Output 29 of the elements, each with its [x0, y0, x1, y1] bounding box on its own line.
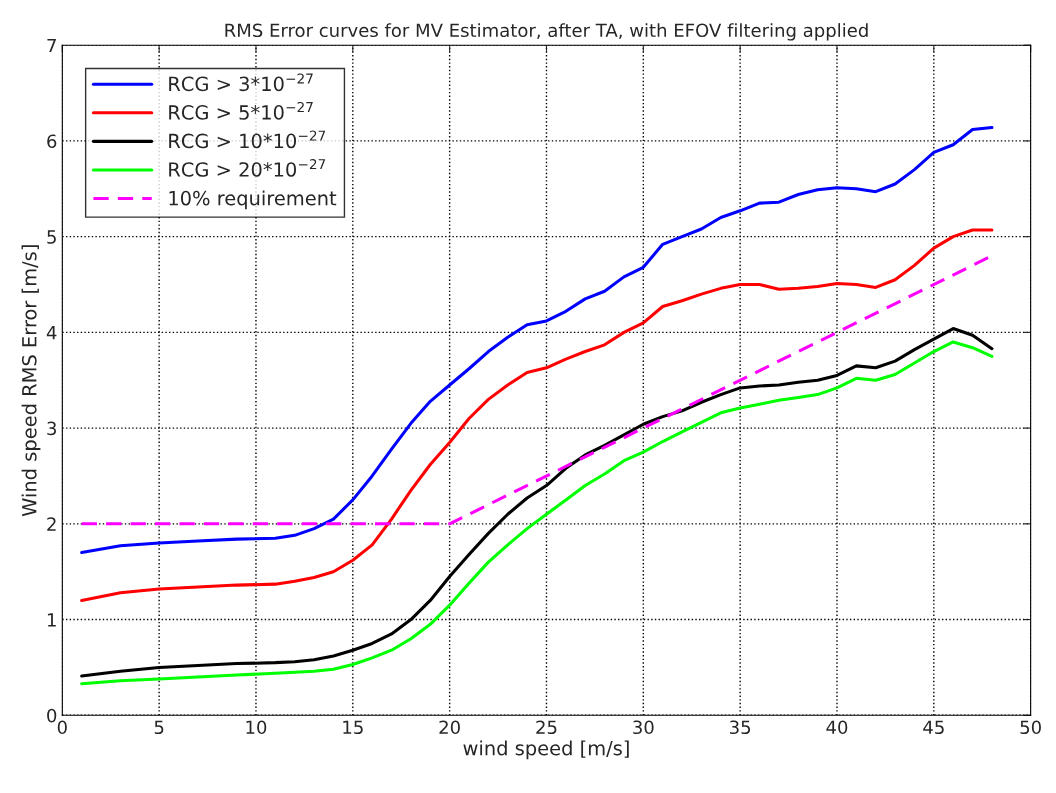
y-tick-label: 6: [47, 134, 57, 149]
x-tick-label: 25: [536, 720, 557, 735]
y-axis-title: Wind speed RMS Error [m/s]: [21, 245, 41, 517]
y-tick-label: 3: [47, 421, 56, 436]
x-tick-label: 5: [154, 720, 164, 735]
y-tick-label: 7: [47, 38, 56, 53]
line-series: [80, 228, 994, 602]
x-tick-label: 40: [826, 720, 848, 735]
chart-title: RMS Error curves for MV Estimator, after TA, with EFOV filtering applied: [225, 23, 868, 41]
x-tick-label: 35: [730, 720, 751, 735]
x-tick-label: 30: [633, 720, 654, 735]
x-tick-label: 15: [343, 720, 363, 735]
x-tick-label: 45: [923, 720, 944, 735]
x-tick-label: 20: [439, 720, 460, 735]
legend-label: RCG > 20*10$^{−27}$: [169, 159, 326, 177]
y-tick-label: 4: [46, 326, 57, 340]
x-tick-label: 10: [246, 720, 267, 735]
x-tick-label: 0: [57, 720, 67, 735]
legend-label: RCG > 10*10$^{−27}$: [169, 130, 326, 149]
legend-label: RCG > 5*10$^{−27}$: [169, 101, 313, 120]
x-axis-title: wind speed [m/s]: [463, 740, 629, 760]
legend-label: 10% requirement: [169, 190, 337, 210]
y-tick-label: 0: [47, 708, 57, 723]
y-tick-label: 2: [47, 517, 56, 531]
x-tick-label: 50: [1020, 720, 1041, 735]
y-tick-label: 1: [47, 613, 56, 627]
legend-label: RCG > 3*10$^{−27}$: [169, 73, 313, 92]
line-series: [80, 126, 994, 555]
y-tick-label: 5: [47, 230, 56, 244]
